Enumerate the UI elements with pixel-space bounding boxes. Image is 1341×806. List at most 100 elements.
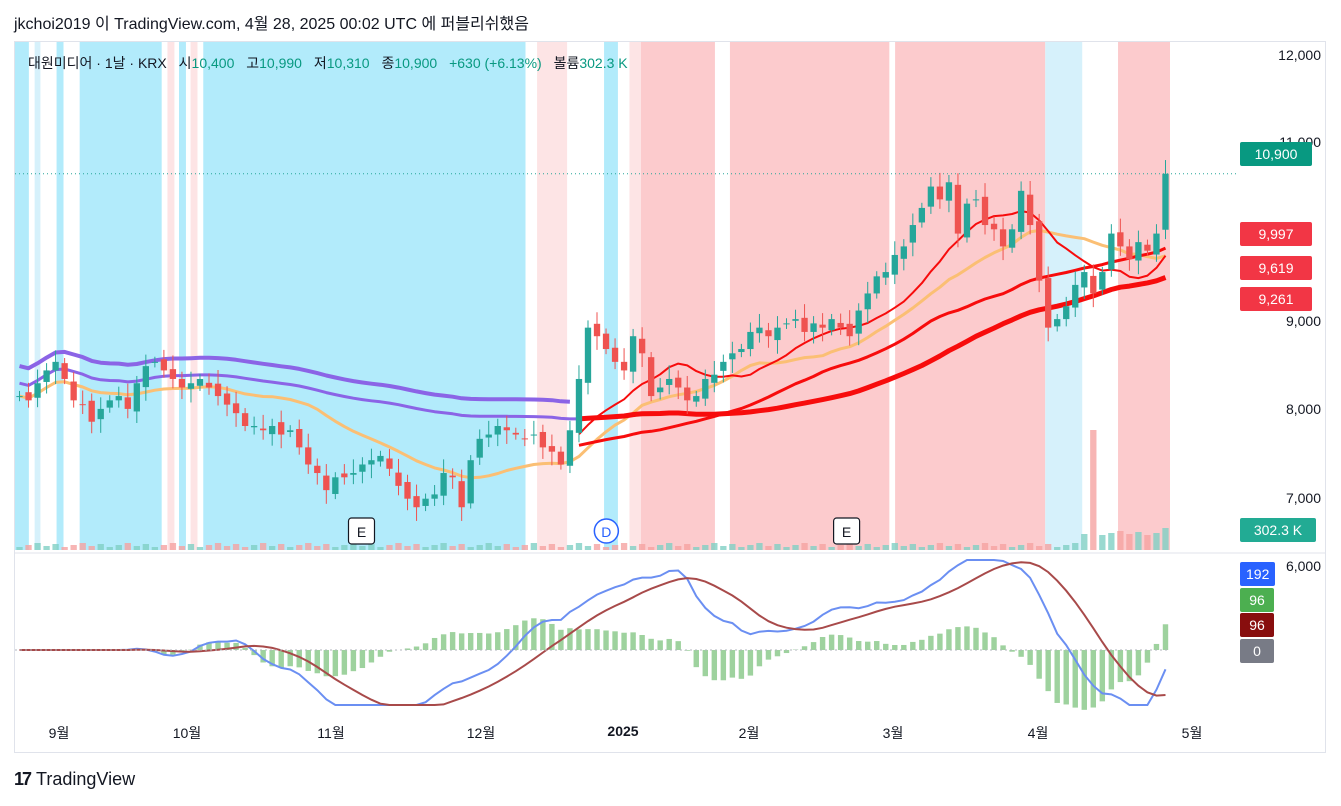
volume-bar <box>25 545 32 550</box>
osc-histogram-bar <box>973 627 979 650</box>
regime-band <box>167 42 175 550</box>
volume-bar <box>458 544 465 550</box>
volume-bar <box>43 546 50 550</box>
volume-bar <box>187 544 195 550</box>
osc-histogram-bar <box>901 644 907 650</box>
volume-bar <box>169 543 177 550</box>
low-label: 저 <box>313 55 327 71</box>
volume-bar <box>1153 533 1160 550</box>
candle-body <box>666 378 673 385</box>
candle-body <box>223 393 231 405</box>
osc-histogram-bar <box>368 650 375 663</box>
volume-bar <box>1072 543 1079 550</box>
candle-body <box>368 460 375 465</box>
osc-histogram-bar <box>991 637 997 650</box>
volume-bar <box>314 546 321 550</box>
volume-bar <box>1162 528 1169 550</box>
time-tick-label: 3월 <box>882 725 904 741</box>
regime-band <box>537 42 568 550</box>
candle-body <box>1036 221 1043 281</box>
time-tick-label: 5월 <box>1181 725 1203 741</box>
osc-histogram-bar <box>278 650 284 668</box>
candle-body <box>846 323 853 337</box>
tradingview-logo[interactable]: 17 TradingView <box>14 769 135 790</box>
chart-frame[interactable] <box>14 41 1326 753</box>
volume-bar <box>981 543 989 550</box>
regime-band <box>15 42 29 550</box>
volume-bar <box>711 543 718 550</box>
volume-bar <box>395 543 402 550</box>
volume-bar <box>900 546 907 550</box>
macd-line <box>19 559 1167 706</box>
volume-bar <box>259 543 267 550</box>
candle-body <box>1135 242 1142 261</box>
earnings-marker[interactable]: E <box>832 517 861 545</box>
volume-bar <box>657 545 664 550</box>
osc-histogram-bar <box>765 650 772 660</box>
osc-histogram-bar <box>576 629 582 650</box>
osc-histogram-bar <box>458 633 465 650</box>
candle-body <box>981 196 989 226</box>
candle-body <box>386 458 393 469</box>
volume-bar <box>801 543 808 550</box>
oscillator-badge: 96 <box>1240 588 1274 612</box>
osc-histogram-bar <box>224 642 230 650</box>
low-value: 10,310 <box>326 55 370 71</box>
candle-body <box>945 182 953 201</box>
volume-bar <box>61 547 68 550</box>
volume-bar <box>1036 546 1043 550</box>
volume-bar <box>296 545 303 550</box>
candle-body <box>332 477 339 494</box>
osc-histogram-bar <box>513 625 519 650</box>
signal-line <box>19 561 1166 706</box>
candle-body <box>1126 246 1133 260</box>
volume-bar <box>494 546 501 550</box>
time-tick-label: 9월 <box>48 725 70 741</box>
volume-bar <box>936 543 944 550</box>
volume-bar <box>440 543 447 550</box>
candle-body <box>774 327 781 341</box>
volume-bar <box>232 544 240 550</box>
price-badge: 9,619 <box>1240 256 1312 280</box>
volume-bar <box>602 547 610 550</box>
volume-bar <box>350 543 357 550</box>
earnings-marker[interactable]: E <box>347 517 376 545</box>
candle-body <box>512 432 519 435</box>
symbol-label[interactable]: 대원미디어 · 1날 · KRX <box>28 55 167 71</box>
volume-bar <box>765 546 772 550</box>
osc-histogram-bar <box>603 630 609 650</box>
volume-bar <box>133 546 140 550</box>
time-tick-label: 11월 <box>317 725 345 741</box>
candle-body <box>422 498 429 506</box>
volume-bar <box>413 544 420 550</box>
osc-histogram-bar <box>495 632 501 650</box>
regime-band <box>1118 42 1170 550</box>
osc-histogram-bar <box>540 619 546 650</box>
candle-body <box>783 323 790 325</box>
volume-bar <box>999 544 1007 550</box>
candle-body <box>449 475 456 478</box>
candle-body <box>169 369 177 379</box>
candle-body <box>323 475 330 491</box>
candle-body <box>305 447 312 465</box>
candle-body <box>25 392 32 401</box>
candle-body <box>1072 284 1079 308</box>
osc-histogram-bar <box>1000 645 1006 650</box>
price-badge: 9,261 <box>1240 287 1312 311</box>
candle-body <box>738 349 745 353</box>
open-value: 10,400 <box>191 55 235 71</box>
osc-histogram-bar <box>594 629 600 650</box>
osc-histogram-bar <box>422 643 429 650</box>
candle-body <box>241 413 249 426</box>
volume-bar <box>566 545 574 550</box>
osc-histogram-bar <box>251 650 257 656</box>
candle-body <box>539 431 547 448</box>
osc-histogram-bar <box>206 642 212 650</box>
volume-bar <box>449 546 456 550</box>
candle-body <box>1108 233 1115 270</box>
candle-body <box>1090 275 1097 294</box>
dividend-marker[interactable]: D <box>593 518 620 544</box>
candle-body <box>1045 278 1052 328</box>
candle-body <box>278 422 285 435</box>
